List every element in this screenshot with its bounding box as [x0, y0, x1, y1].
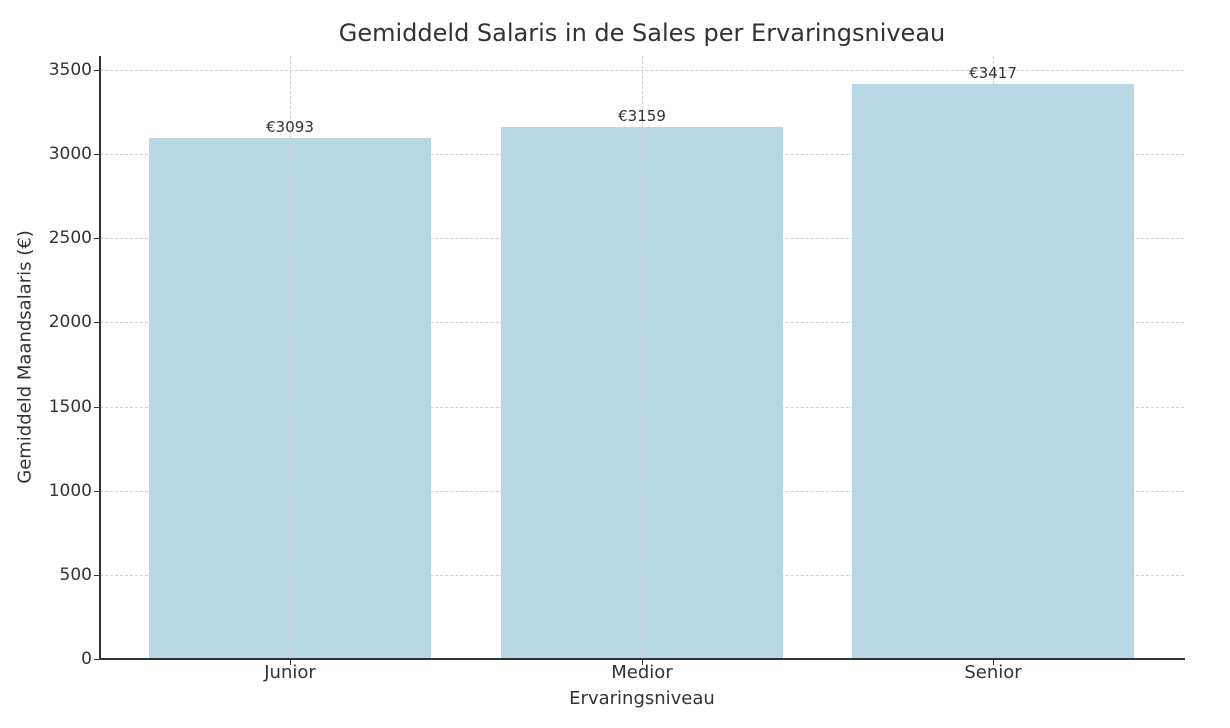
y-tick-mark — [94, 238, 100, 239]
y-tick-mark — [94, 407, 100, 408]
y-tick-mark — [94, 659, 100, 660]
y-axis-line — [99, 56, 101, 660]
y-tick-label: 0 — [81, 649, 92, 669]
chart-title: Gemiddeld Salaris in de Sales per Ervari… — [338, 19, 946, 47]
y-tick-label: 3500 — [48, 60, 92, 80]
y-tick-mark — [94, 70, 100, 71]
x-gridline — [642, 56, 643, 659]
y-tick-mark — [94, 154, 100, 155]
x-tick-label: Senior — [964, 662, 1022, 683]
y-tick-mark — [94, 322, 100, 323]
x-gridline — [290, 56, 291, 659]
y-tick-label: 1000 — [48, 481, 92, 501]
x-tick-mark — [993, 659, 994, 665]
y-tick-label: 3000 — [48, 144, 92, 164]
x-axis-title: Ervaringsniveau — [569, 688, 715, 709]
x-tick-mark — [642, 659, 643, 665]
x-gridline — [993, 56, 994, 659]
y-tick-mark — [94, 575, 100, 576]
bar-value-label: €3417 — [969, 63, 1017, 82]
y-tick-mark — [94, 491, 100, 492]
y-tick-label: 1500 — [48, 397, 92, 417]
y-tick-label: 2500 — [48, 228, 92, 248]
y-tick-label: 2000 — [48, 312, 92, 332]
x-tick-label: Junior — [264, 662, 316, 683]
x-tick-label: Medior — [611, 662, 673, 683]
y-tick-label: 500 — [59, 565, 92, 585]
y-axis-title: Gemiddeld Maandsalaris (€) — [14, 230, 36, 484]
x-tick-mark — [290, 659, 291, 665]
bar-value-label: €3093 — [266, 118, 314, 137]
bar-value-label: €3159 — [618, 107, 666, 126]
